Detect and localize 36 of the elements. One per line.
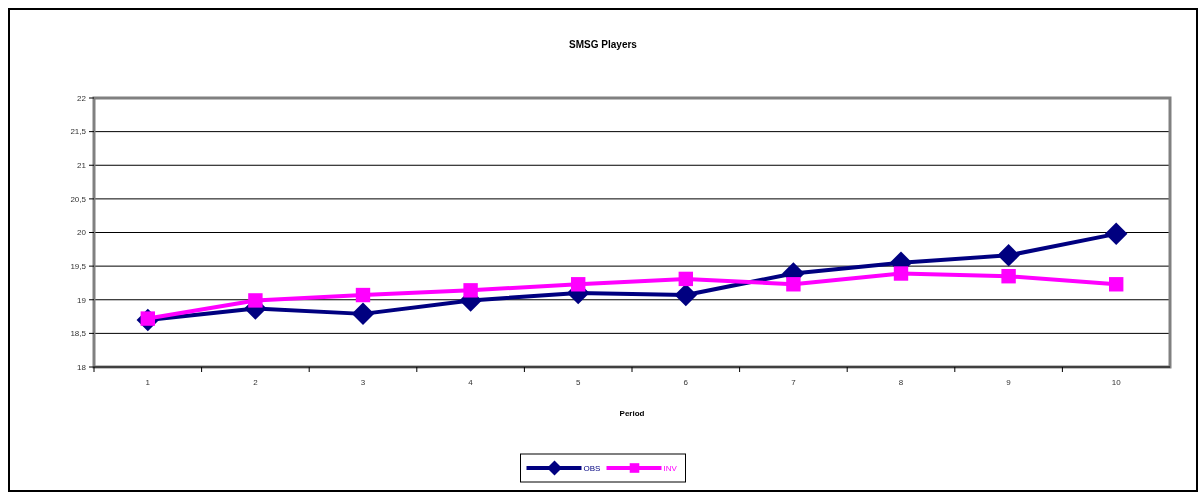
x-tick-label: 2: [253, 378, 259, 387]
y-tick-label: 20,5: [70, 194, 87, 204]
y-tick-label: 19,5: [70, 261, 87, 271]
point: [1001, 269, 1016, 284]
y-tick-label: 21: [77, 161, 87, 171]
point: [248, 293, 263, 308]
point: [1109, 277, 1124, 292]
y-tick-label: 18: [77, 362, 87, 372]
x-tick-label: 9: [1006, 378, 1012, 387]
x-tick-label: 3: [360, 378, 366, 387]
x-tick-label: 7: [791, 378, 797, 387]
chart-title: SMSG Players: [569, 39, 638, 50]
x-tick-label: 8: [898, 378, 904, 387]
y-tick-label: 22: [77, 93, 87, 103]
point: [997, 244, 1020, 267]
text: OBS: [583, 463, 601, 473]
x-axis-title: Period: [619, 409, 645, 418]
y-tick-label: 18,5: [70, 329, 87, 339]
point: [674, 283, 698, 307]
x-tick-label: 5: [575, 378, 581, 387]
point: [351, 302, 375, 326]
point: [893, 266, 909, 281]
point: [786, 277, 801, 292]
y-tick-label: 20: [77, 228, 87, 238]
x-tick-label: 4: [468, 378, 474, 387]
point: [1104, 222, 1128, 246]
x-tick-label: 10: [1111, 378, 1122, 387]
x-tick-label: 6: [683, 378, 689, 387]
y-tick-label: 19: [77, 295, 87, 305]
point: [571, 277, 586, 292]
point: [355, 287, 371, 303]
point: [463, 283, 478, 298]
point: [678, 271, 693, 287]
y-tick-label: 21,5: [70, 127, 87, 137]
text: INV: [663, 463, 678, 473]
x-tick-label: 1: [145, 378, 151, 387]
